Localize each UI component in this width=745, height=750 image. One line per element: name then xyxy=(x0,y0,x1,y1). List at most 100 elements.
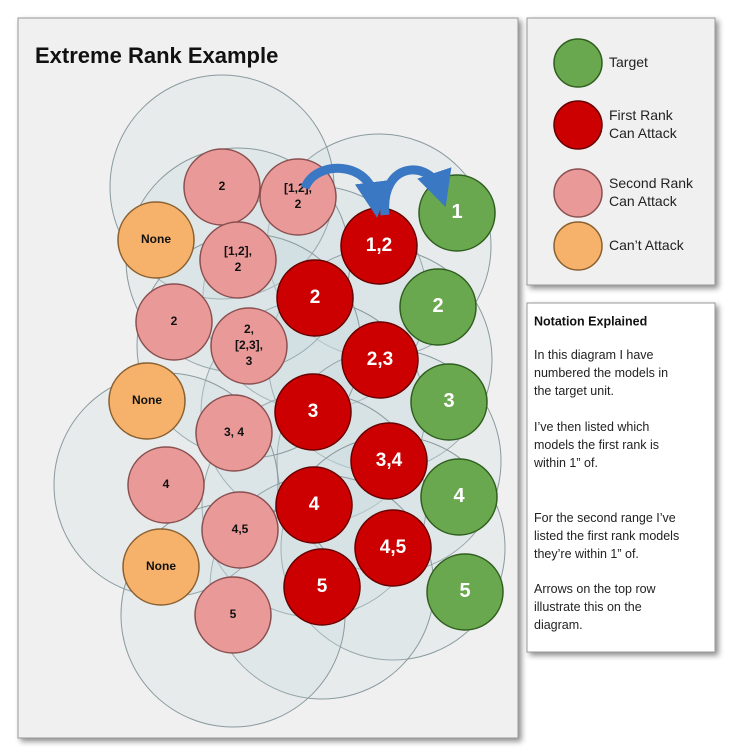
legend-swatch xyxy=(553,38,603,88)
label-line: 3 xyxy=(443,390,454,412)
label-line: None xyxy=(146,559,176,573)
model: None xyxy=(122,528,200,606)
notes-panel xyxy=(526,302,716,653)
label: 3, 4 xyxy=(224,425,244,439)
model: 2, [2,3], 3 xyxy=(210,307,288,385)
label-line: 4 xyxy=(309,494,320,515)
label-line: 1,2 xyxy=(366,235,392,256)
label-line: I’ve then listed which xyxy=(534,420,649,434)
model-circle xyxy=(274,373,352,451)
label-line: 5 xyxy=(459,580,470,602)
label-line: In this diagram I have xyxy=(534,348,654,362)
label-line: 2 xyxy=(432,295,443,317)
label-line: Can Attack xyxy=(609,193,678,209)
model: 4 xyxy=(420,458,498,536)
label-line: 2, xyxy=(244,322,254,336)
model: None xyxy=(117,201,195,279)
model-circle xyxy=(283,548,361,626)
label-line: 4 xyxy=(453,485,465,507)
label: 3,4 xyxy=(376,450,403,471)
label-line: 3 xyxy=(246,354,253,368)
model: 3 xyxy=(410,363,488,441)
model: 5 xyxy=(194,576,272,654)
model-circle xyxy=(127,446,205,524)
label: Second Rank Can Attack xyxy=(609,175,694,209)
label-line: within 1” of. xyxy=(533,456,598,470)
label: 5 xyxy=(459,580,470,602)
label: None xyxy=(132,393,162,407)
label-line: 4,5 xyxy=(380,537,407,558)
label-line: 5 xyxy=(230,607,237,621)
label: 2 xyxy=(432,295,443,317)
label-line: Can Attack xyxy=(609,125,678,141)
model-circle xyxy=(108,362,186,440)
notes: Notation Explained In this diagram I have… xyxy=(533,314,679,632)
label: Target xyxy=(609,54,648,70)
label-line: [1,2], xyxy=(224,244,252,258)
label: In this diagram I have numbered the model… xyxy=(534,348,668,398)
model: 2 xyxy=(135,283,213,361)
label: 5 xyxy=(230,607,237,621)
model: [1,2], 2 xyxy=(199,221,277,299)
legend-swatch xyxy=(553,168,603,218)
model: 4 xyxy=(275,466,353,544)
label: None xyxy=(146,559,176,573)
label: 2 xyxy=(219,179,226,193)
model: 4 xyxy=(127,446,205,524)
model-circle xyxy=(354,509,432,587)
model-circle xyxy=(399,268,477,346)
model-circle xyxy=(117,201,195,279)
label-line: listed the first rank models xyxy=(534,529,679,543)
model: 5 xyxy=(426,553,504,631)
label: 2 xyxy=(171,314,178,328)
label: 1,2 xyxy=(366,235,392,256)
label: 4,5 xyxy=(232,522,249,536)
model-circle xyxy=(201,491,279,569)
label-line: illustrate this on the xyxy=(534,600,642,614)
label: 4 xyxy=(453,485,465,507)
model-circle xyxy=(199,221,277,299)
label: 4 xyxy=(309,494,320,515)
label-line: 3, 4 xyxy=(224,425,244,439)
model: 4,5 xyxy=(201,491,279,569)
label-line: None xyxy=(141,232,171,246)
model-circle xyxy=(210,307,288,385)
label: 3 xyxy=(308,401,319,422)
model-circle xyxy=(195,394,273,472)
model: 2,3 xyxy=(341,321,419,399)
model: 3,4 xyxy=(350,422,428,500)
model-circle xyxy=(350,422,428,500)
model: 2 xyxy=(183,148,261,226)
label-line: 2 xyxy=(310,287,321,308)
title: Extreme Rank Example xyxy=(35,43,278,68)
model-circle xyxy=(194,576,272,654)
label-line: diagram. xyxy=(534,618,583,632)
label: 2,3 xyxy=(367,349,393,370)
model-circle xyxy=(276,259,354,337)
label: First Rank Can Attack xyxy=(609,107,678,141)
label: 3 xyxy=(443,390,454,412)
arrow xyxy=(300,163,391,218)
label: 1 xyxy=(451,201,462,223)
label-line: 4,5 xyxy=(232,522,249,536)
label-line: [2,3], xyxy=(235,338,263,352)
label: 4 xyxy=(163,477,170,491)
model: 3, 4 xyxy=(195,394,273,472)
label-line: 5 xyxy=(317,576,328,597)
label-line: 1 xyxy=(451,201,462,223)
notes-heading: Notation Explained xyxy=(534,314,647,328)
model-circle xyxy=(275,466,353,544)
legend: Target First Rank Can Attack Second Rank Can… xyxy=(553,38,694,271)
model-circle xyxy=(410,363,488,441)
label-line: Arrows on the top row xyxy=(534,582,657,596)
label-line: 2 xyxy=(171,314,178,328)
label-line: 2 xyxy=(295,197,302,211)
model: 1,2 xyxy=(340,207,418,285)
label-line: First Rank xyxy=(609,107,674,123)
models: 2 [1,2], 2[1,2], 222, [2,3], 33, 444,55NoneNo… xyxy=(108,148,504,654)
label: Arrows on the top row illustrate this on … xyxy=(534,582,657,632)
label-line: For the second range I’ve xyxy=(534,511,676,525)
label: 4,5 xyxy=(380,537,407,558)
label-line: the target unit. xyxy=(534,384,614,398)
